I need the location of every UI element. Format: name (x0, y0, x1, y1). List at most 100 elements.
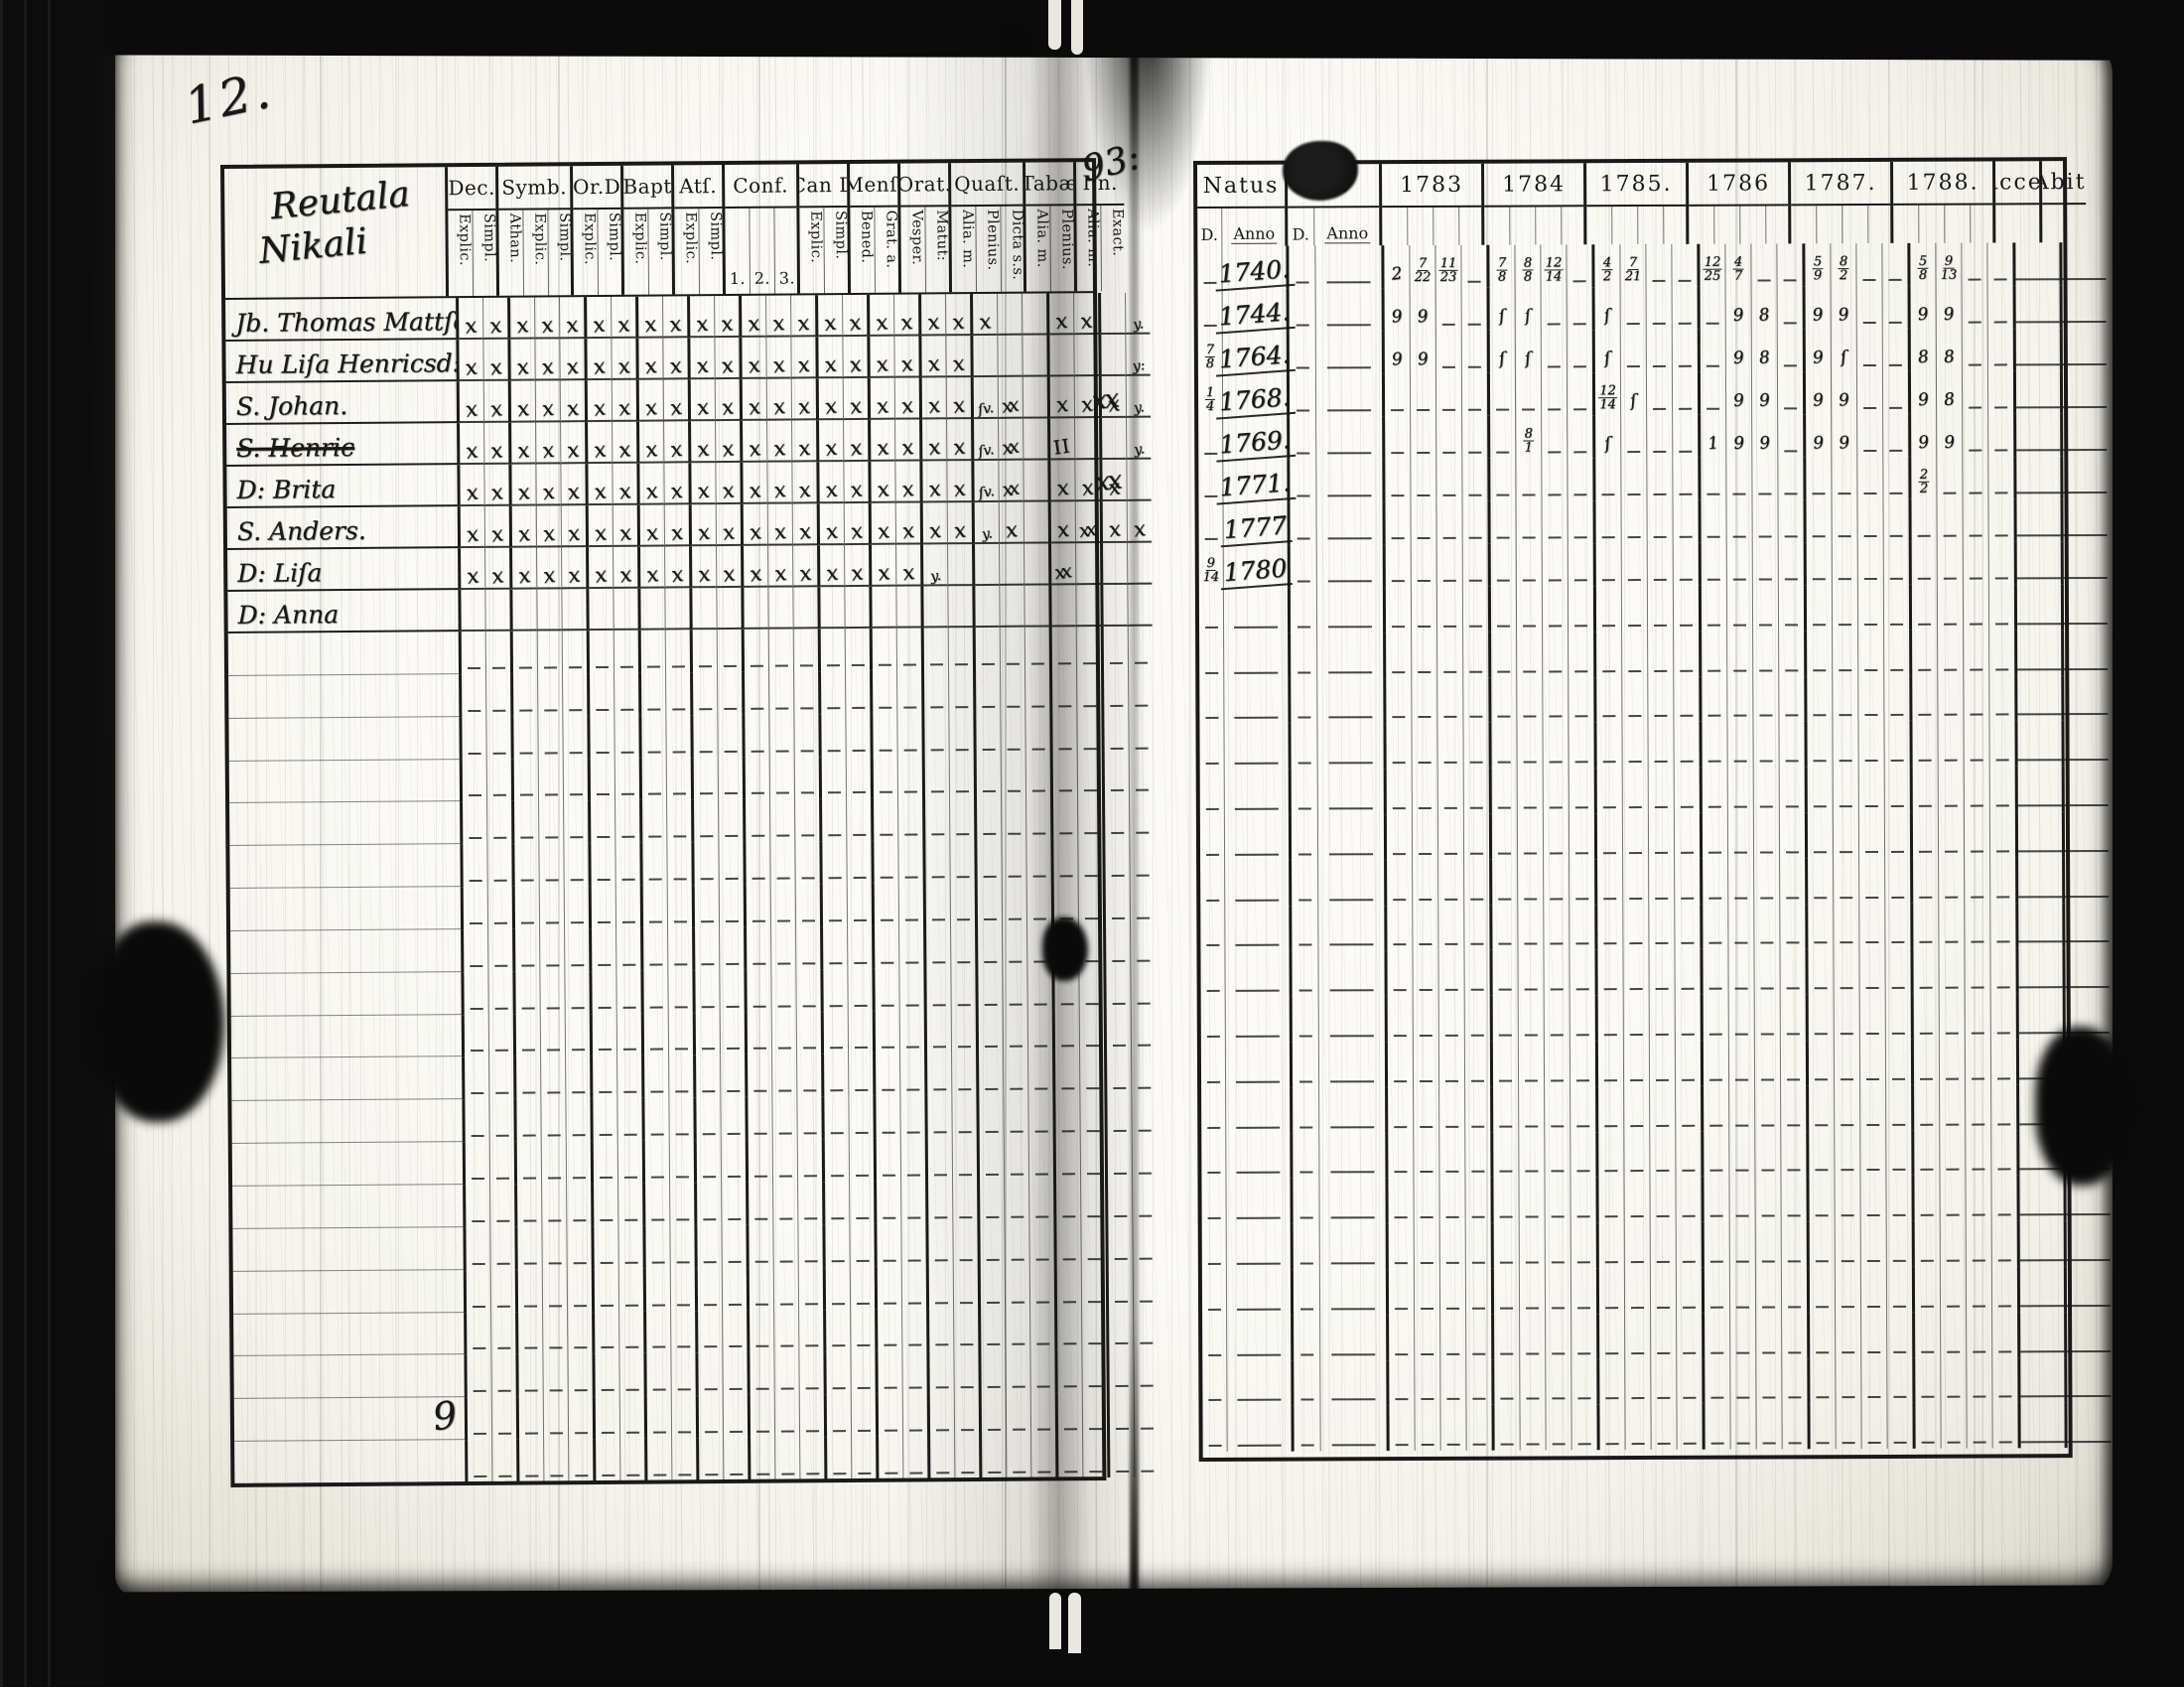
ruled-dash (2019, 1213, 2064, 1216)
attendance-cell: x (688, 463, 716, 505)
attendance-cell: 9 (1802, 371, 1832, 415)
empty-cell (1755, 1403, 1782, 1450)
empty-cell (1436, 632, 1463, 678)
ruled-dash (1205, 899, 1219, 902)
empty-cell (823, 1394, 852, 1438)
empty-cell (1106, 1349, 1134, 1393)
empty-cell (1779, 994, 1806, 1041)
ruled-dash (1086, 1173, 1100, 1176)
empty-cell (976, 1137, 1005, 1182)
ruled-dash (648, 963, 662, 966)
column-sub-header: Alia. m. (1033, 209, 1050, 268)
ruled-dash (1785, 760, 1799, 763)
ruled-dash (492, 752, 506, 755)
empty-cell (1751, 585, 1779, 632)
ruled-dash (469, 880, 482, 883)
ruled-dash (956, 918, 970, 921)
ruled-dash (703, 1303, 717, 1306)
ruled-dash (935, 1472, 949, 1475)
column-sub-header (1893, 206, 1918, 243)
empty-cell (1857, 811, 1885, 858)
empty-cell (1318, 1178, 1386, 1224)
person-name (233, 1312, 465, 1357)
ruled-dash (646, 665, 660, 668)
empty-cell (1991, 1356, 2018, 1403)
ruled-dash (1085, 1002, 1099, 1005)
attendance-cell: x (715, 420, 741, 464)
attendance-mark: ſ (1497, 306, 1507, 327)
ruled-dash (1551, 1079, 1565, 1082)
empty-cell (1080, 1180, 1106, 1223)
ruled-dash (853, 961, 867, 964)
ruled-dash (652, 1388, 666, 1391)
attendance-cell: x (458, 547, 485, 591)
empty-cell (1806, 1221, 1835, 1268)
attendance-mark: 9 (1732, 390, 1746, 412)
attendance-mark: 9 (1812, 432, 1826, 454)
ruled-dash (726, 1090, 740, 1093)
empty-cell (1649, 1177, 1676, 1223)
attendance-cell: x (842, 294, 868, 338)
empty-cell (1133, 1307, 1159, 1350)
ruled-dash (2020, 1395, 2065, 1398)
empty-cell (1410, 415, 1436, 460)
column-group: Can D Explic. Simpl. (796, 164, 850, 294)
empty-cell (818, 756, 847, 799)
empty-cell (1987, 498, 2014, 542)
empty-cell (721, 1224, 747, 1268)
empty-cell (1289, 1042, 1319, 1088)
column-sub-header: Plenius. (975, 206, 1002, 293)
ruled-dash (1630, 1124, 1644, 1127)
ruled-dash (1113, 1172, 1127, 1175)
empty-cell (1622, 1040, 1650, 1086)
ruled-dash (986, 1258, 1000, 1261)
empty-cell (1700, 994, 1728, 1041)
ruled-dash (1234, 762, 1279, 766)
empty-cell (1856, 541, 1883, 586)
empty-cell (1966, 1312, 1992, 1358)
ruled-dash (827, 834, 841, 837)
empty-cell (901, 1350, 927, 1394)
empty-cell (1857, 675, 1884, 722)
ruled-dash (1011, 1258, 1024, 1261)
ruled-dash (780, 1473, 794, 1476)
attendance-cell: x (1047, 501, 1076, 544)
ruled-dash (1627, 493, 1641, 496)
attendance-mark: 9 (1917, 432, 1931, 454)
column-sub-header: Simpl. (823, 208, 850, 294)
attendance-mark: 9 (1838, 389, 1851, 411)
ruled-dash (622, 1091, 636, 1094)
empty-cell (1048, 627, 1077, 670)
ruled-dash (934, 1258, 948, 1262)
ruled-dash (805, 1387, 819, 1390)
person-name: Hu Liſa Henricsd: (225, 340, 457, 383)
ruled-dash (601, 1474, 614, 1476)
empty-cell (459, 716, 486, 760)
empty-cell (743, 799, 770, 843)
ruled-dash (1652, 364, 1666, 367)
ruled-dash (802, 1089, 816, 1092)
ruled-dash (473, 1475, 486, 1477)
ruled-dash (985, 1131, 999, 1134)
empty-cell (1134, 1434, 1160, 1477)
ruled-dash (1761, 1214, 1775, 1217)
ruled-dash (1815, 1123, 1829, 1126)
ruled-dash (779, 1344, 793, 1347)
ruled-dash (1706, 407, 1720, 410)
empty-cell (1202, 1224, 1226, 1270)
ruled-dash (729, 1388, 743, 1391)
column-sub-header (1944, 205, 1971, 243)
film-slit (1071, 0, 1083, 55)
empty-cell (1026, 967, 1052, 1011)
ruled-dash (1945, 1032, 1959, 1035)
empty-cell (1755, 1357, 1782, 1404)
record-row (1202, 1402, 2112, 1453)
attendance-cell: x (560, 422, 586, 465)
empty-cell (1132, 1221, 1158, 1265)
empty-cell (1778, 675, 1805, 722)
ruled-dash (1523, 761, 1537, 764)
ruled-dash (1652, 322, 1666, 325)
ruled-dash (1467, 365, 1481, 368)
empty-cell (1988, 630, 2015, 676)
attendance-mark: x (950, 309, 966, 335)
